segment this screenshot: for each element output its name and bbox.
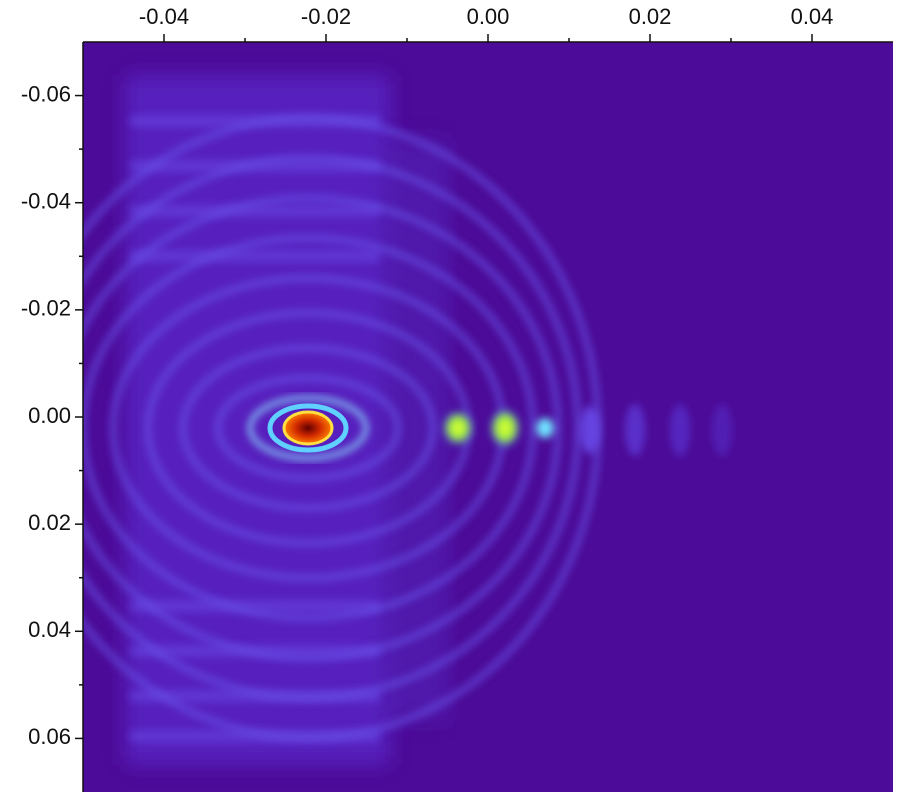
- y-tick-label: 0.04: [28, 617, 71, 642]
- y-tick-label: 0.06: [28, 724, 71, 749]
- intensity-field: [83, 42, 893, 792]
- hot-spot: [282, 410, 334, 446]
- field-region: [125, 75, 390, 765]
- ring: [267, 403, 349, 453]
- fringes: [130, 115, 380, 742]
- x-tick-label: 0.00: [467, 4, 510, 29]
- x-tick-label: -0.04: [139, 4, 189, 29]
- x-tick-label: 0.04: [791, 4, 834, 29]
- x-tick-label: -0.02: [301, 4, 351, 29]
- ring: [248, 396, 368, 460]
- y-tick-label: 0.02: [28, 510, 71, 535]
- x-tick-label: 0.02: [629, 4, 672, 29]
- y-tick-label: -0.02: [21, 296, 71, 321]
- side-lobes: [442, 404, 732, 456]
- y-tick-label: 0.00: [28, 403, 71, 428]
- y-tick-label: -0.06: [21, 81, 71, 106]
- y-tick-label: -0.04: [21, 189, 71, 214]
